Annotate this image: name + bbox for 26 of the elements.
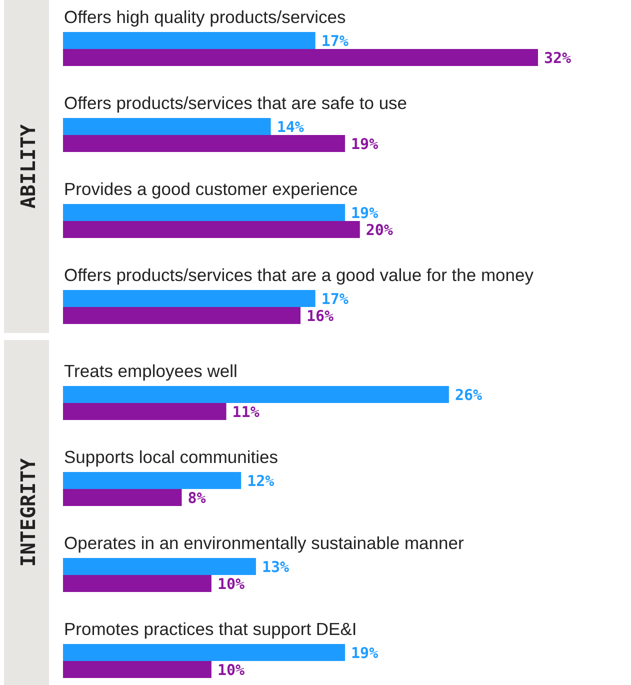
y-tick-label: Treats employees well [64,361,238,381]
data-label: 8% [188,488,206,507]
data-label: 11% [232,402,260,421]
data-label: 13% [262,558,290,576]
y-tick-label: Provides a good customer experience [64,179,358,199]
text: ABILITY [16,124,40,209]
data-label: 19% [351,204,378,222]
data-label: 32% [544,48,572,67]
data-label: 19% [351,134,378,153]
data-label: 10% [217,574,245,593]
y-tick-label: Promotes practices that support DE&I [64,619,357,639]
data-label: 17% [321,290,348,308]
y-tick-label: Offers products/services that are safe to use [64,93,408,113]
data-label: 10% [217,660,245,679]
data-label: 26% [454,386,482,404]
y-tick-label: Supports local communities [64,447,278,467]
data-label: 19% [351,644,378,662]
data-label: 12% [247,472,274,490]
data-label: 16% [306,306,334,325]
y-tick-label: Offers high quality products/services [64,7,346,27]
data-label: 14% [276,118,304,136]
y-tick-label: Operates in an environmentally sustainable manner [64,533,464,553]
data-label: 20% [366,220,393,239]
y-tick-label: Offers products/services that are a good value for the money [64,265,534,285]
text: INTEGRITY [16,458,40,567]
data-label: 17% [321,32,348,50]
